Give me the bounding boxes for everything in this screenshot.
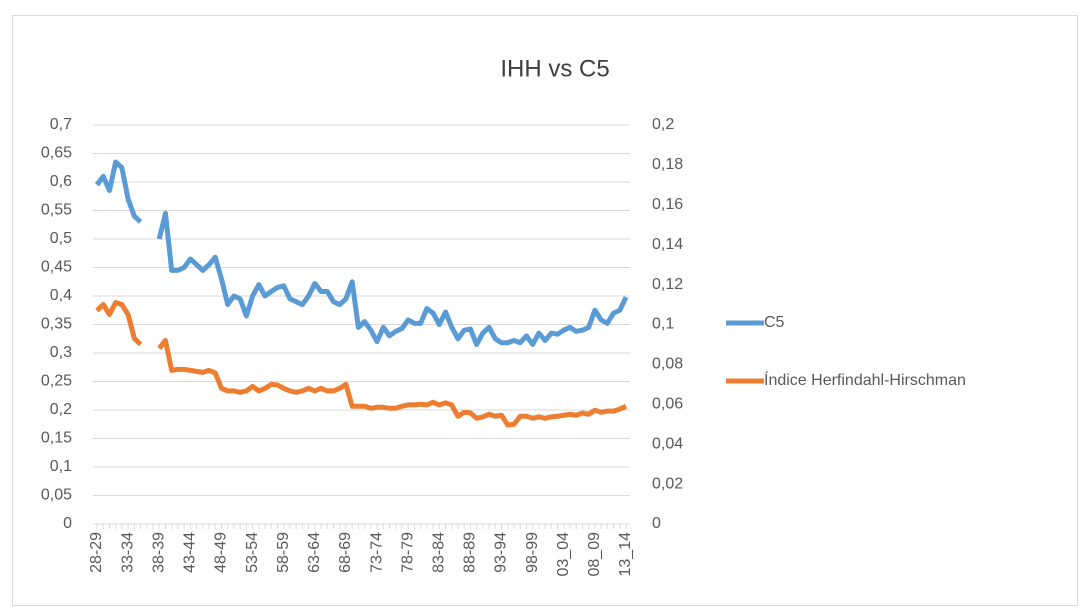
x-tick-label: 38-39 xyxy=(150,532,167,573)
y2-tick-label: 0,18 xyxy=(652,156,683,173)
x-tick-label: 68-69 xyxy=(337,532,354,573)
y-tick-label: 0,65 xyxy=(41,145,72,162)
y-tick-label: 0,6 xyxy=(50,173,72,190)
y2-tick-label: 0,06 xyxy=(652,396,683,413)
x-tick-label: 28-29 xyxy=(88,532,105,573)
x-tick-label: 98-99 xyxy=(524,532,541,573)
y2-tick-label: 0,02 xyxy=(652,475,683,492)
y-tick-label: 0,5 xyxy=(50,230,72,247)
y-tick-label: 0,35 xyxy=(41,316,72,333)
chart-frame xyxy=(12,15,1078,606)
x-tick-label: 58-59 xyxy=(275,532,292,573)
x-tick-label: 78-79 xyxy=(399,532,416,573)
series-line xyxy=(94,159,629,347)
y-tick-label: 0,7 xyxy=(50,116,72,133)
y-tick-label: 0,25 xyxy=(41,373,72,390)
y-tick-label: 0 xyxy=(63,515,72,532)
x-tick-label: 73-74 xyxy=(368,532,385,573)
y2-tick-label: 0 xyxy=(652,515,661,532)
y2-tick-label: 0,1 xyxy=(652,316,674,333)
y-tick-label: 0,15 xyxy=(41,430,72,447)
legend-label: C5 xyxy=(764,314,785,331)
x-tick-label: 93-94 xyxy=(493,532,510,573)
y2-tick-label: 0,2 xyxy=(652,116,674,133)
x-tick-label: 83-84 xyxy=(431,532,448,573)
y-tick-label: 0,05 xyxy=(41,487,72,504)
y-tick-label: 0,4 xyxy=(50,287,72,304)
x-tick-label: 33-34 xyxy=(119,532,136,573)
y-tick-label: 0,2 xyxy=(50,401,72,418)
x-tick-label: 63-64 xyxy=(306,532,323,573)
y2-tick-label: 0,04 xyxy=(652,435,683,452)
y2-tick-label: 0,16 xyxy=(652,196,683,213)
y2-tick-label: 0,12 xyxy=(652,276,683,293)
y-tick-label: 0,55 xyxy=(41,202,72,219)
x-tick-label: 48-49 xyxy=(213,532,230,573)
x-tick-label: 13_14 xyxy=(617,532,634,577)
y2-tick-label: 0,14 xyxy=(652,236,683,253)
x-tick-label: 08_09 xyxy=(586,532,603,577)
x-tick-label: 53-54 xyxy=(244,532,261,573)
legend-label: Índice Herfindahl-Hirschman xyxy=(764,370,966,389)
chart-title: IHH vs C5 xyxy=(500,55,609,82)
y-tick-label: 0,1 xyxy=(50,458,72,475)
x-tick-label: 43-44 xyxy=(182,532,199,573)
y-tick-label: 0,45 xyxy=(41,259,72,276)
series-line xyxy=(95,300,628,428)
x-tick-label: 03_04 xyxy=(555,532,572,577)
x-tick-label: 88-89 xyxy=(462,532,479,573)
y-tick-label: 0,3 xyxy=(50,344,72,361)
y2-tick-label: 0,08 xyxy=(652,356,683,373)
